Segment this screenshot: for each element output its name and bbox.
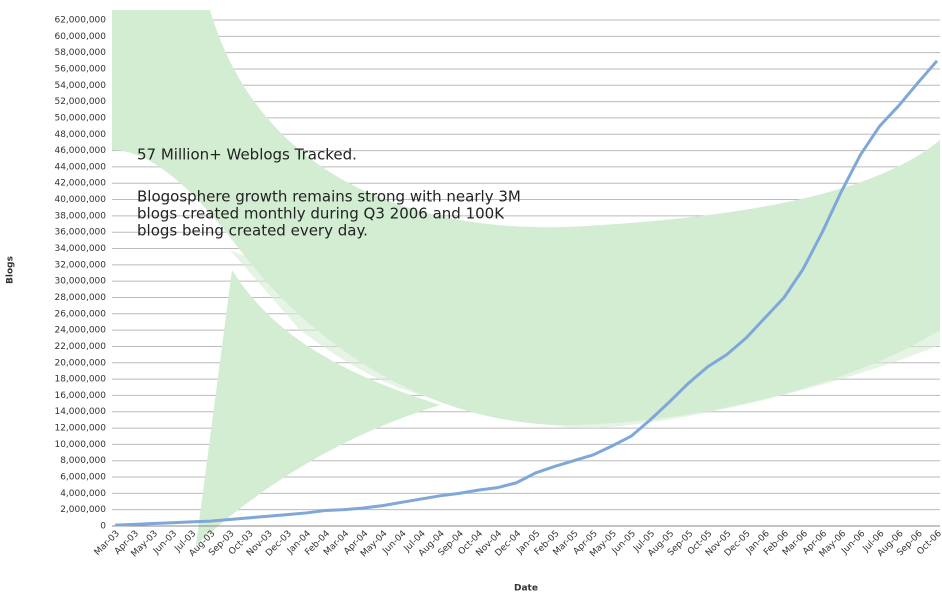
annotation: Blogosphere growth remains strong with n… xyxy=(137,188,521,206)
y-tick-label: 26,000,000 xyxy=(54,309,106,319)
y-tick-label: 22,000,000 xyxy=(54,342,106,352)
y-tick-label: 8,000,000 xyxy=(60,456,106,466)
background-swoosh xyxy=(112,10,940,545)
y-tick-label: 56,000,000 xyxy=(54,64,106,74)
y-tick-label: 32,000,000 xyxy=(54,260,106,270)
y-tick-label: 48,000,000 xyxy=(54,130,106,140)
x-axis-title: Date xyxy=(514,584,538,594)
data-line xyxy=(114,59,939,527)
y-tick-label: 50,000,000 xyxy=(54,113,106,123)
y-tick-label: 4,000,000 xyxy=(60,489,106,499)
y-tick-label: 24,000,000 xyxy=(54,326,106,336)
y-tick-label: 36,000,000 xyxy=(54,228,106,238)
y-tick-label: 28,000,000 xyxy=(54,293,106,303)
y-tick-label: 30,000,000 xyxy=(54,277,106,287)
y-tick-label: 62,000,000 xyxy=(54,16,106,26)
annotation: blogs created monthly during Q3 2006 and… xyxy=(137,205,505,223)
y-tick-label: 40,000,000 xyxy=(54,195,106,205)
y-tick-label: 46,000,000 xyxy=(54,146,106,156)
y-tick-label: 34,000,000 xyxy=(54,244,106,254)
annotation: 57 Million+ Weblogs Tracked. xyxy=(137,146,357,164)
y-tick-label: 6,000,000 xyxy=(60,473,106,483)
y-tick-label: 44,000,000 xyxy=(54,162,106,172)
y-tick-label: 2,000,000 xyxy=(60,505,106,515)
y-tick-label: 18,000,000 xyxy=(54,375,106,385)
y-tick-label: 12,000,000 xyxy=(54,424,106,434)
y-tick-label: 38,000,000 xyxy=(54,211,106,221)
y-tick-label: 58,000,000 xyxy=(54,48,106,58)
y-tick-label: 60,000,000 xyxy=(54,32,106,42)
annotation: blogs being created every day. xyxy=(137,222,368,240)
y-tick-label: 54,000,000 xyxy=(54,81,106,91)
y-tick-label: 10,000,000 xyxy=(54,440,106,450)
y-tick-label: 14,000,000 xyxy=(54,407,106,417)
y-tick-label: 42,000,000 xyxy=(54,179,106,189)
y-axis-title: Blogs xyxy=(6,256,16,284)
y-tick-label: 20,000,000 xyxy=(54,358,106,368)
y-tick-label: 52,000,000 xyxy=(54,97,106,107)
y-tick-label: 16,000,000 xyxy=(54,391,106,401)
y-tick-label: 0 xyxy=(100,522,106,532)
